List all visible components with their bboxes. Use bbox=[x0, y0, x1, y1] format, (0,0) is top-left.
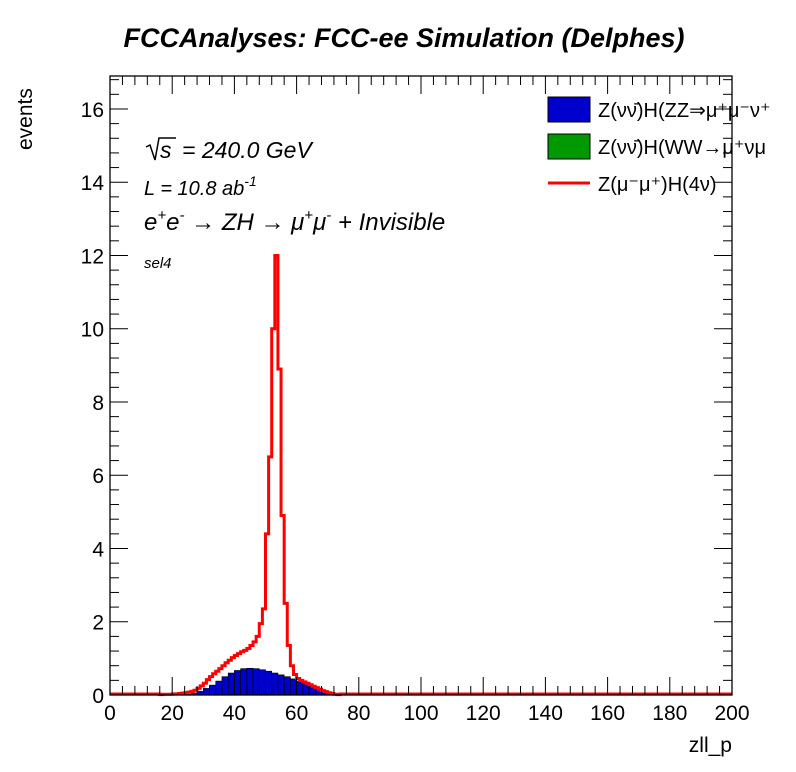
selection-text: sel4 bbox=[144, 255, 172, 272]
x-tick-label: 20 bbox=[161, 702, 184, 725]
hist-bin-0-9 bbox=[240, 668, 248, 696]
y-tick-label: 8 bbox=[92, 392, 104, 415]
lumi-text: L = 10.8 ab-1 bbox=[144, 173, 257, 200]
y-tick-label: 12 bbox=[81, 245, 104, 268]
sqrt-sign bbox=[145, 137, 176, 161]
legend-label-ww: Z(νν̄)H(WW→μ⁺νμ bbox=[598, 137, 766, 159]
hist-bin-0-12 bbox=[258, 669, 266, 696]
x-tick-label: 180 bbox=[652, 702, 687, 725]
y-tick-label: 2 bbox=[92, 612, 104, 635]
y-tick-label: 10 bbox=[81, 319, 104, 342]
x-tick-label: 100 bbox=[403, 702, 438, 725]
process-text: e+e- → ZH → μ+μ- + Invisible bbox=[144, 207, 445, 236]
hist-bin-0-11 bbox=[252, 668, 260, 696]
x-tick-label: 200 bbox=[714, 702, 749, 725]
sqrt-s-text: s bbox=[160, 137, 172, 163]
y-tick-label: 16 bbox=[81, 99, 104, 122]
y-tick-label: 0 bbox=[92, 685, 104, 708]
hist-bin-0-7 bbox=[227, 672, 235, 696]
tick-labels: 0 20 40 60 80 100 120 140 160 180 200 0 2 4 6 8 10 12 14 16 bbox=[81, 99, 750, 725]
hist-bin-0-6 bbox=[221, 676, 229, 696]
hist-bin-0-4 bbox=[209, 684, 217, 696]
y-axis-label: events bbox=[14, 88, 37, 150]
y-tick-label: 14 bbox=[81, 172, 105, 195]
hist-bin-0-16 bbox=[283, 676, 291, 696]
chart-title: FCCAnalyses: FCC-ee Simulation (Delphes) bbox=[123, 23, 684, 53]
legend-entry-4nu: Z(μ⁻μ⁺)H(4ν) bbox=[548, 174, 717, 196]
x-tick-label: 160 bbox=[590, 702, 625, 725]
hist-bin-0-8 bbox=[234, 670, 241, 696]
hist-bin-0-10 bbox=[246, 667, 254, 696]
legend-label-4nu: Z(μ⁻μ⁺)H(4ν) bbox=[598, 174, 717, 196]
x-tick-label: 60 bbox=[285, 702, 308, 725]
x-tick-label: 0 bbox=[104, 702, 116, 725]
lumi-exponent: -1 bbox=[244, 173, 256, 189]
axis-ticks bbox=[109, 76, 733, 696]
hist-bin-0-15 bbox=[277, 674, 285, 696]
hist-bin-0-17 bbox=[290, 678, 297, 696]
legend-swatch-ww bbox=[547, 133, 591, 160]
hist-bin-0-5 bbox=[215, 680, 223, 696]
y-tick-label: 6 bbox=[92, 465, 104, 488]
energy-text: = 240.0 GeV bbox=[182, 137, 314, 163]
x-tick-label: 40 bbox=[223, 702, 246, 725]
hist-bin-0-3 bbox=[203, 688, 210, 696]
x-axis-label: zll_p bbox=[689, 734, 732, 757]
lumi-base: L = 10.8 ab bbox=[144, 178, 244, 200]
x-tick-label: 120 bbox=[466, 702, 501, 725]
hist-bin-0-13 bbox=[265, 670, 273, 696]
x-tick-label: 140 bbox=[528, 702, 563, 725]
legend-entry-zz: Z(νν̄)H(ZZ⇒μ⁺μ⁻ν⁺ bbox=[547, 96, 771, 123]
legend-label-zz: Z(νν̄)H(ZZ⇒μ⁺μ⁻ν⁺ bbox=[598, 100, 771, 122]
legend-swatch-zz bbox=[547, 96, 591, 123]
series-line-2 bbox=[110, 253, 732, 697]
y-tick-label: 4 bbox=[92, 538, 104, 561]
legend: Z(νν̄)H(ZZ⇒μ⁺μ⁻ν⁺ Z(νν̄)H(WW→μ⁺νμ Z(μ⁻μ⁺… bbox=[547, 96, 771, 196]
x-tick-label: 80 bbox=[347, 702, 370, 725]
legend-entry-ww: Z(νν̄)H(WW→μ⁺νμ bbox=[547, 133, 766, 160]
hist-bin-0-14 bbox=[271, 672, 279, 696]
